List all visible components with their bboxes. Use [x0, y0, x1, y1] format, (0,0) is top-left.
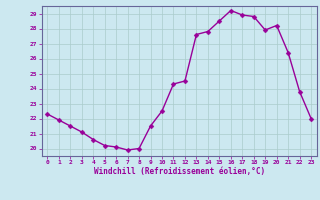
X-axis label: Windchill (Refroidissement éolien,°C): Windchill (Refroidissement éolien,°C) [94, 167, 265, 176]
